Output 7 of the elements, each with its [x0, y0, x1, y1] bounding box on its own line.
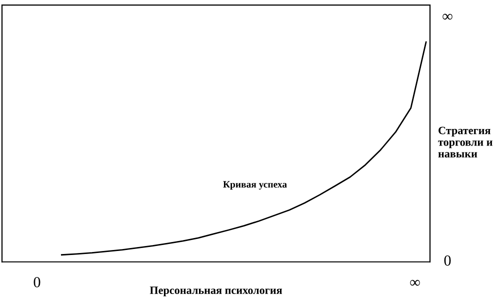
annotation: Кривая успеха [223, 181, 287, 190]
text: ∞ [410, 280, 420, 286]
text: ∞ [442, 14, 452, 20]
text: 0 [34, 277, 40, 288]
y-axis-title: Стратегия торговли и навыки [438, 126, 492, 158]
text: 0 [444, 255, 451, 266]
x-axis-title: Персональная психология [150, 286, 282, 296]
